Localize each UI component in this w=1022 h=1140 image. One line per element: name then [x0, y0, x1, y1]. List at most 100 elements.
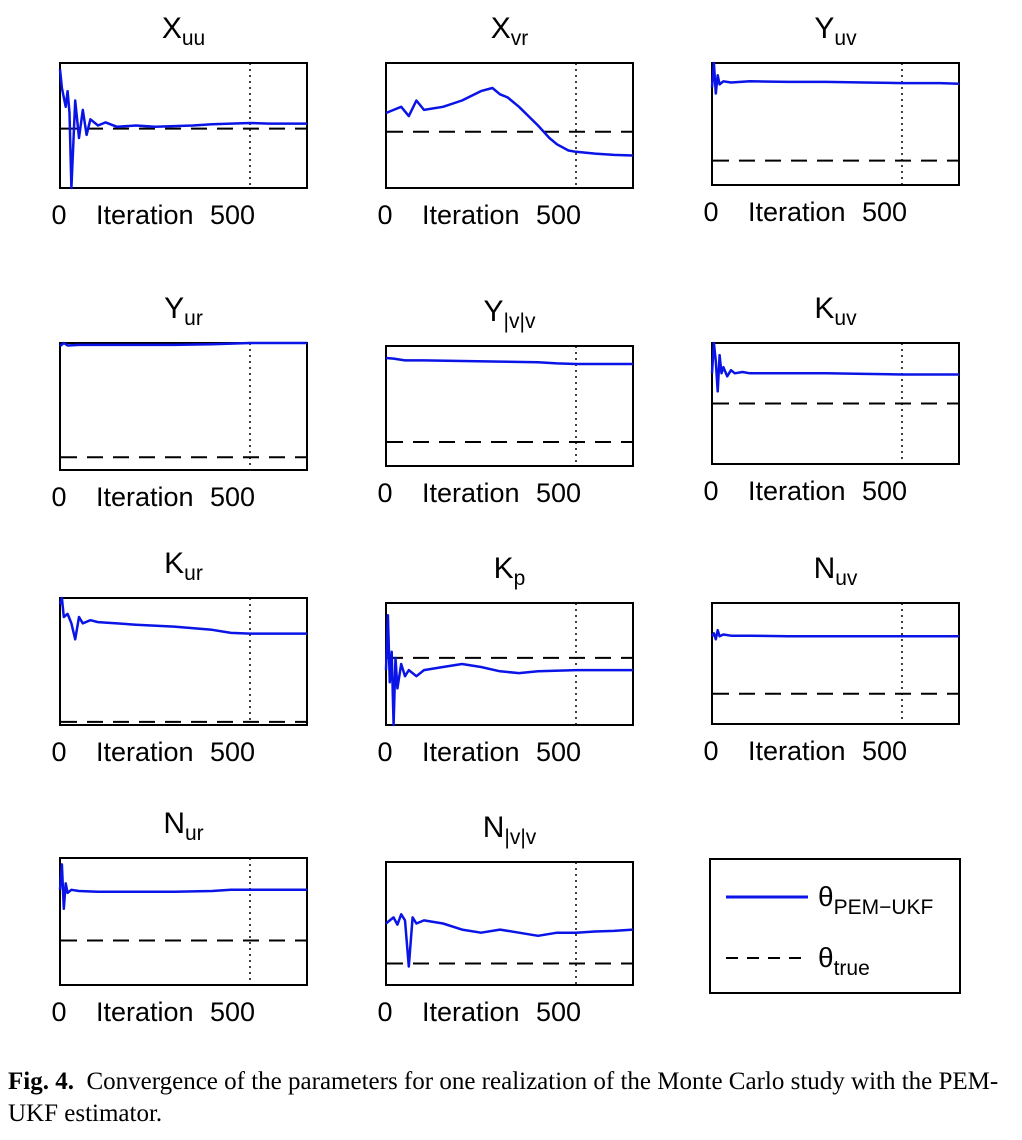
x-axis-label: Iteration	[96, 200, 194, 230]
subplot-10: Nur 0 Iteration 500	[51, 807, 308, 1027]
legend-label: θtrue	[818, 942, 870, 980]
title-subscript: p	[514, 567, 526, 590]
subplot-title: N|v|v	[483, 811, 537, 849]
title-subscript: |v|v	[504, 826, 536, 849]
estimate-series-line	[58, 863, 307, 911]
x-axis-label: Iteration	[96, 482, 194, 512]
title-base: K	[164, 547, 184, 580]
x-axis-label: Iteration	[422, 478, 520, 508]
caption-text: Convergence of the parameters for one re…	[8, 1068, 999, 1127]
subplot-title: Kuv	[814, 292, 857, 330]
subplot-title: Nur	[163, 807, 203, 845]
subplot-8: Kp 0 Iteration 500	[377, 552, 634, 767]
caption-label: Fig. 4.	[8, 1068, 74, 1095]
estimate-series-line	[710, 61, 960, 95]
subplot-title: Xvr	[491, 12, 529, 50]
x-tick-label-500: 500	[210, 200, 255, 230]
title-subscript: vr	[511, 27, 529, 50]
x-tick-label-0: 0	[51, 997, 66, 1027]
legend-symbol: θ	[818, 881, 834, 912]
x-tick-label-0: 0	[703, 476, 718, 506]
estimate-series-line	[59, 341, 307, 348]
title-subscript: ur	[185, 822, 204, 845]
title-base: Y	[164, 292, 184, 325]
x-tick-label-500: 500	[536, 737, 581, 767]
x-axis-label: Iteration	[96, 997, 194, 1027]
x-tick-label-0: 0	[377, 478, 392, 508]
legend-label: θPEM−UKF	[818, 881, 933, 919]
x-tick-label-500: 500	[536, 200, 581, 230]
x-tick-label-500: 500	[210, 482, 255, 512]
subplot-7: Kur 0 Iteration 500	[51, 547, 308, 767]
x-tick-label-500: 500	[536, 478, 581, 508]
subplot-9: Nuv 0 Iteration 500	[703, 552, 960, 766]
title-subscript: uu	[182, 27, 205, 50]
title-base: N	[814, 552, 836, 585]
x-axis-label: Iteration	[748, 736, 846, 766]
subplot-4: Yur 0 Iteration 500	[51, 292, 308, 512]
x-tick-label-500: 500	[862, 736, 907, 766]
estimate-series-line	[710, 341, 959, 393]
title-base: Y	[814, 12, 834, 45]
x-axis-label: Iteration	[422, 737, 520, 767]
estimate-series-line	[384, 613, 633, 727]
x-tick-label-500: 500	[862, 476, 907, 506]
title-base: K	[494, 552, 514, 585]
plot-frame	[59, 597, 308, 726]
x-axis-label: Iteration	[96, 737, 194, 767]
title-subscript: ur	[184, 562, 203, 585]
subplot-title: Kur	[164, 547, 203, 585]
subplot-title: Xuu	[162, 12, 205, 50]
subplot-3: Yuv 0 Iteration 500	[703, 12, 960, 227]
x-tick-label-500: 500	[536, 997, 581, 1027]
legend-symbol: θ	[818, 942, 834, 973]
plot-frame	[59, 857, 308, 986]
plot-frame	[59, 62, 308, 189]
estimate-series-line	[385, 356, 633, 366]
plot-frame	[385, 602, 634, 726]
subplot-title: Yur	[164, 292, 203, 330]
title-subscript: ur	[184, 307, 203, 330]
plot-frame	[711, 62, 960, 186]
subplot-title: Y|v|v	[484, 295, 536, 333]
legend-box	[709, 858, 961, 994]
subplot-1: Xuu 0 Iteration 500	[51, 12, 308, 230]
title-subscript: uv	[834, 27, 857, 50]
subplot-title: Nuv	[814, 552, 858, 590]
title-base: K	[814, 292, 834, 325]
estimate-series-line	[58, 69, 307, 190]
x-tick-label-0: 0	[377, 737, 392, 767]
title-base: N	[483, 811, 505, 844]
figure-caption: Fig. 4. Convergence of the parameters fo…	[8, 1066, 1013, 1130]
subplot-title: Yuv	[814, 12, 857, 50]
x-tick-label-0: 0	[703, 197, 718, 227]
x-tick-label-0: 0	[377, 200, 392, 230]
x-tick-label-0: 0	[51, 737, 66, 767]
plot-frame	[385, 345, 634, 467]
title-subscript: uv	[835, 567, 858, 590]
legend-subscript: true	[834, 957, 870, 980]
subplot-6: Kuv 0 Iteration 500	[703, 292, 960, 506]
plot-frame	[385, 62, 634, 189]
plot-frame	[385, 861, 634, 986]
subplot-11: N|v|v 0 Iteration 500	[377, 811, 634, 1027]
title-subscript: uv	[834, 307, 857, 330]
x-axis-label: Iteration	[422, 997, 520, 1027]
x-tick-label-500: 500	[210, 737, 255, 767]
x-axis-label: Iteration	[748, 476, 846, 506]
title-base: X	[162, 12, 182, 45]
x-tick-label-0: 0	[377, 997, 392, 1027]
x-tick-label-0: 0	[51, 200, 66, 230]
estimate-series-line	[710, 628, 959, 641]
subplot-5: Y|v|v 0 Iteration 500	[377, 295, 634, 508]
plot-frame	[59, 342, 308, 471]
title-subscript: |v|v	[504, 310, 536, 333]
x-tick-label-500: 500	[210, 997, 255, 1027]
plot-frame	[711, 602, 960, 725]
x-axis-label: Iteration	[422, 200, 520, 230]
subplot-title: Kp	[494, 552, 526, 590]
title-base: Y	[484, 295, 504, 328]
estimate-series-line	[385, 913, 634, 968]
